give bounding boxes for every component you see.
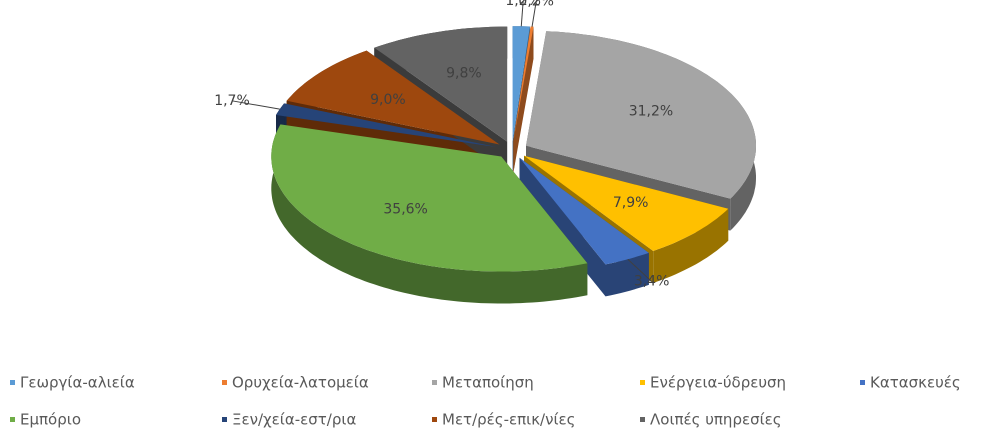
- legend-label: Μετ/ρές-επικ/νίες: [442, 411, 575, 429]
- legend-label: Ξεν/χεία-εστ/ρια: [232, 411, 356, 429]
- data-label: 9,0%: [370, 92, 406, 108]
- legend-marker: [640, 417, 645, 422]
- slice: [374, 26, 508, 142]
- slice: [512, 26, 530, 142]
- data-label: 0,2%: [518, 0, 554, 9]
- legend-label: Γεωργία-αλιεία: [20, 374, 135, 392]
- data-label: 35,6%: [383, 201, 427, 217]
- legend-marker: [10, 380, 15, 385]
- legend-marker: [222, 417, 227, 422]
- slice-labels: 1,2%0,2% 31,2% 7,9% 3,4% 35,6% 1,7% 9,0% 9,8%: [214, 0, 673, 290]
- slice: [526, 31, 756, 199]
- slice: [286, 50, 500, 145]
- data-label: 9,8%: [446, 66, 482, 82]
- legend-marker: [640, 380, 645, 385]
- data-label: 1,2%: [505, 0, 541, 9]
- leader-line: [627, 258, 652, 282]
- leader-line: [531, 1, 537, 27]
- legend-marker: [860, 380, 865, 385]
- legend-marker: [432, 417, 437, 422]
- slice: [524, 155, 729, 251]
- slice-side: [271, 124, 588, 304]
- leader-line: [520, 0, 524, 27]
- slice: [519, 157, 649, 265]
- slice-side: [653, 208, 729, 283]
- legend-label: Εμπόριο: [20, 411, 81, 429]
- slice: [271, 124, 588, 272]
- legend-label: Λοιπές υπηρεσίες: [650, 411, 782, 429]
- slice: [276, 103, 497, 148]
- data-label: 3,4%: [634, 274, 670, 290]
- legend-label: Μεταποίηση: [442, 374, 534, 392]
- slice: [513, 26, 534, 142]
- legend-label: Κατασκευές: [870, 374, 961, 392]
- legend-marker: [222, 380, 227, 385]
- legend-label: Ενέργεια-ύδρευση: [650, 374, 786, 392]
- slice-wall: [513, 26, 534, 174]
- data-label: 1,7%: [214, 93, 250, 109]
- leader-line: [231, 100, 280, 110]
- legend-marker: [10, 417, 15, 422]
- data-label: 7,9%: [613, 195, 649, 211]
- slice-tops: [271, 26, 756, 272]
- legend-label: Ορυχεία-λατομεία: [232, 374, 369, 392]
- legend-marker: [432, 380, 437, 385]
- slice-side: [605, 252, 649, 297]
- data-label: 31,2%: [629, 103, 673, 119]
